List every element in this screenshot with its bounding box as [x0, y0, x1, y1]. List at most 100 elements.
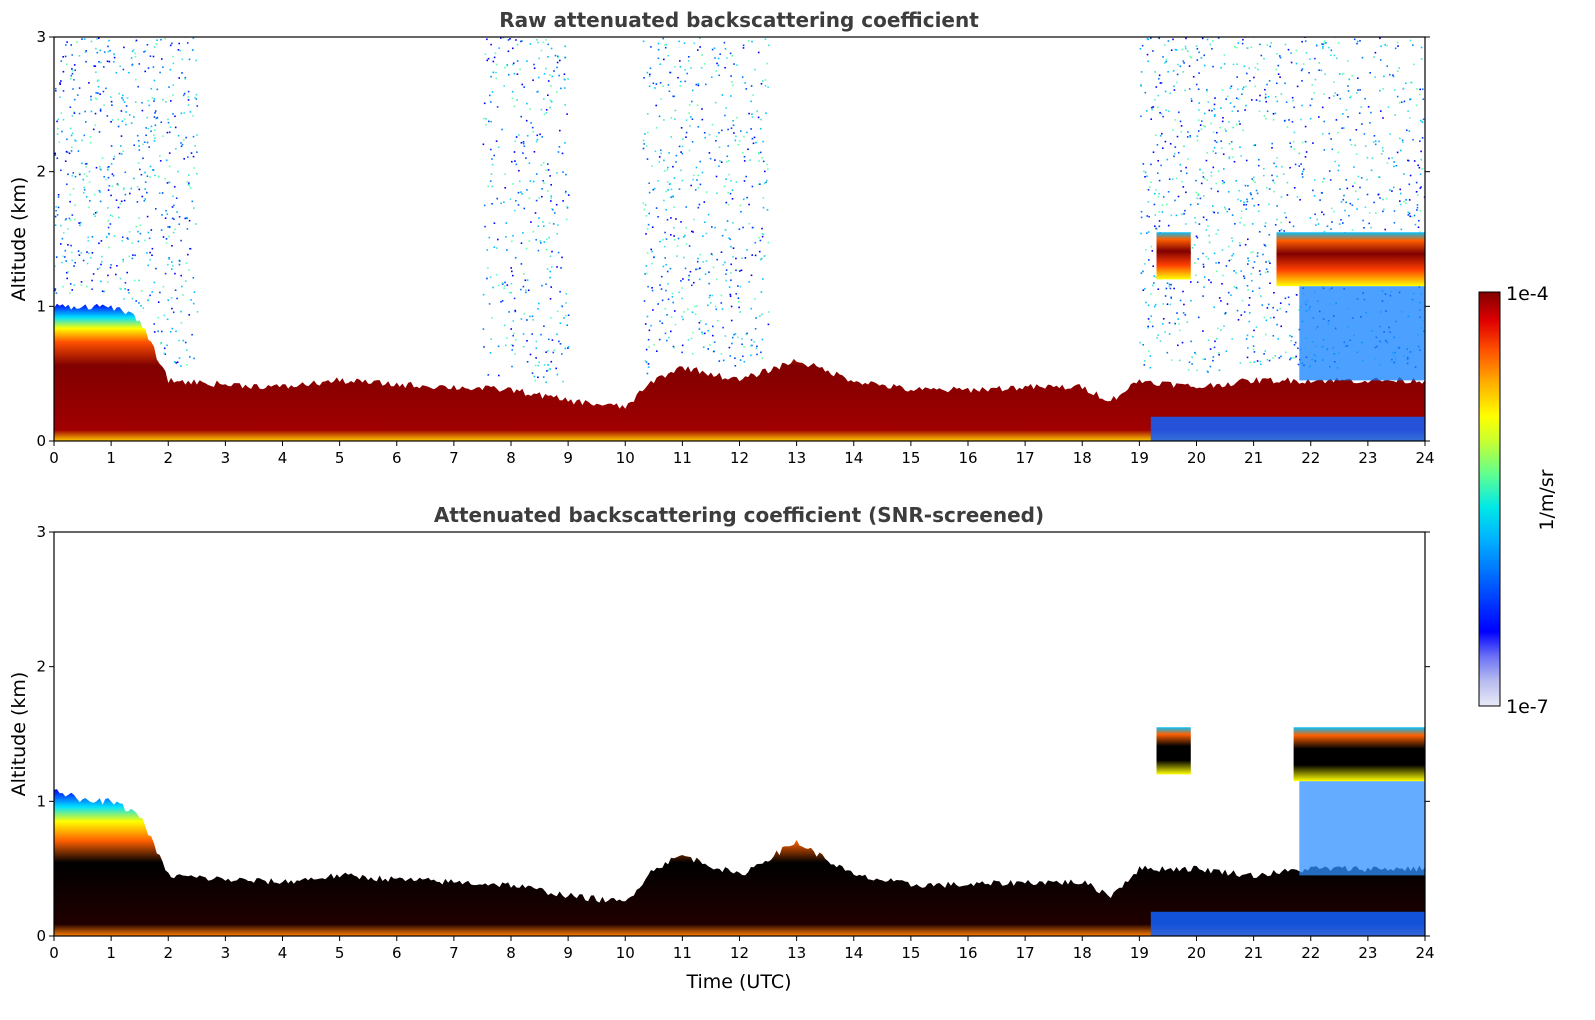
- noise-speckle: [1253, 329, 1255, 332]
- noise-speckle: [713, 341, 716, 343]
- noise-speckle: [167, 118, 169, 121]
- noise-speckle: [1279, 76, 1281, 78]
- noise-speckle: [1238, 120, 1241, 123]
- noise-speckle: [1229, 102, 1232, 104]
- y-tick-label: 3: [36, 28, 46, 46]
- noise-speckle: [540, 108, 543, 111]
- noise-speckle: [140, 305, 142, 307]
- noise-speckle: [682, 318, 684, 321]
- noise-speckle: [1331, 221, 1333, 223]
- noise-speckle: [1365, 27, 1367, 29]
- noise-speckle: [550, 195, 553, 198]
- noise-speckle: [1153, 275, 1155, 277]
- noise-speckle: [1271, 174, 1273, 177]
- noise-speckle: [490, 75, 492, 78]
- noise-speckle: [669, 267, 672, 270]
- noise-speckle: [712, 266, 715, 269]
- noise-speckle: [761, 227, 763, 230]
- noise-speckle: [693, 218, 695, 221]
- noise-speckle: [547, 190, 549, 192]
- noise-speckle: [1365, 145, 1367, 147]
- noise-speckle: [1235, 97, 1238, 99]
- noise-speckle: [1284, 297, 1287, 300]
- noise-speckle: [1210, 281, 1212, 284]
- noise-speckle: [84, 163, 87, 165]
- noise-speckle: [567, 347, 569, 349]
- noise-speckle: [168, 165, 171, 168]
- noise-speckle: [547, 43, 549, 46]
- noise-speckle: [642, 40, 645, 43]
- noise-speckle: [1405, 25, 1407, 27]
- noise-speckle: [662, 37, 664, 40]
- noise-speckle: [707, 304, 709, 307]
- noise-speckle: [108, 39, 110, 42]
- noise-speckle: [57, 194, 60, 196]
- noise-speckle: [71, 132, 74, 135]
- noise-speckle: [1235, 272, 1237, 274]
- noise-speckle: [760, 257, 763, 260]
- noise-speckle: [73, 284, 76, 286]
- noise-speckle: [1361, 56, 1364, 59]
- noise-speckle: [550, 47, 553, 50]
- noise-speckle: [1338, 223, 1341, 225]
- noise-speckle: [1257, 68, 1259, 71]
- noise-speckle: [1244, 109, 1246, 111]
- noise-speckle: [695, 166, 698, 169]
- noise-speckle: [743, 346, 745, 348]
- noise-speckle: [1170, 214, 1173, 217]
- noise-speckle: [526, 60, 528, 62]
- noise-speckle: [1321, 106, 1324, 109]
- noise-speckle: [1153, 31, 1155, 33]
- noise-speckle: [564, 45, 566, 48]
- noise-speckle: [187, 104, 190, 106]
- noise-speckle: [1146, 175, 1148, 177]
- noise-speckle: [643, 77, 645, 79]
- noise-speckle: [700, 320, 702, 322]
- noise-speckle: [1230, 294, 1232, 296]
- noise-speckle: [764, 38, 767, 40]
- noise-speckle: [693, 174, 695, 177]
- x-tick-label: 6: [392, 944, 402, 962]
- noise-speckle: [1202, 266, 1205, 268]
- noise-speckle: [512, 183, 514, 185]
- noise-speckle: [1301, 176, 1304, 178]
- noise-speckle: [1239, 244, 1241, 247]
- noise-speckle: [1178, 323, 1180, 325]
- noise-speckle: [124, 171, 127, 174]
- noise-speckle: [724, 48, 727, 50]
- noise-speckle: [117, 184, 119, 186]
- noise-speckle: [119, 287, 121, 290]
- noise-speckle: [184, 217, 187, 220]
- x-tick-label: 4: [278, 449, 288, 467]
- noise-speckle: [1414, 223, 1417, 226]
- noise-speckle: [1347, 85, 1349, 87]
- noise-speckle: [116, 183, 119, 185]
- noise-speckle: [545, 283, 547, 285]
- noise-speckle: [1312, 142, 1314, 144]
- noise-speckle: [123, 298, 125, 300]
- noise-speckle: [1221, 283, 1223, 285]
- noise-speckle: [78, 172, 81, 175]
- noise-speckle: [742, 198, 745, 201]
- noise-speckle: [718, 146, 721, 148]
- noise-speckle: [730, 319, 733, 322]
- noise-speckle: [537, 376, 539, 379]
- x-tick-label: 19: [1130, 449, 1149, 467]
- noise-speckle: [153, 134, 155, 136]
- noise-speckle: [514, 140, 516, 143]
- noise-speckle: [514, 160, 516, 162]
- noise-speckle: [121, 120, 124, 122]
- noise-speckle: [1144, 287, 1146, 290]
- noise-speckle: [690, 116, 692, 118]
- noise-speckle: [85, 50, 87, 52]
- noise-speckle: [96, 32, 98, 34]
- noise-speckle: [545, 112, 548, 114]
- noise-speckle: [703, 201, 706, 203]
- noise-speckle: [1164, 44, 1166, 46]
- noise-speckle: [82, 178, 85, 181]
- noise-speckle: [734, 357, 736, 359]
- noise-speckle: [1140, 115, 1142, 118]
- noise-speckle: [547, 94, 549, 96]
- noise-speckle: [543, 325, 545, 327]
- noise-speckle: [122, 94, 124, 97]
